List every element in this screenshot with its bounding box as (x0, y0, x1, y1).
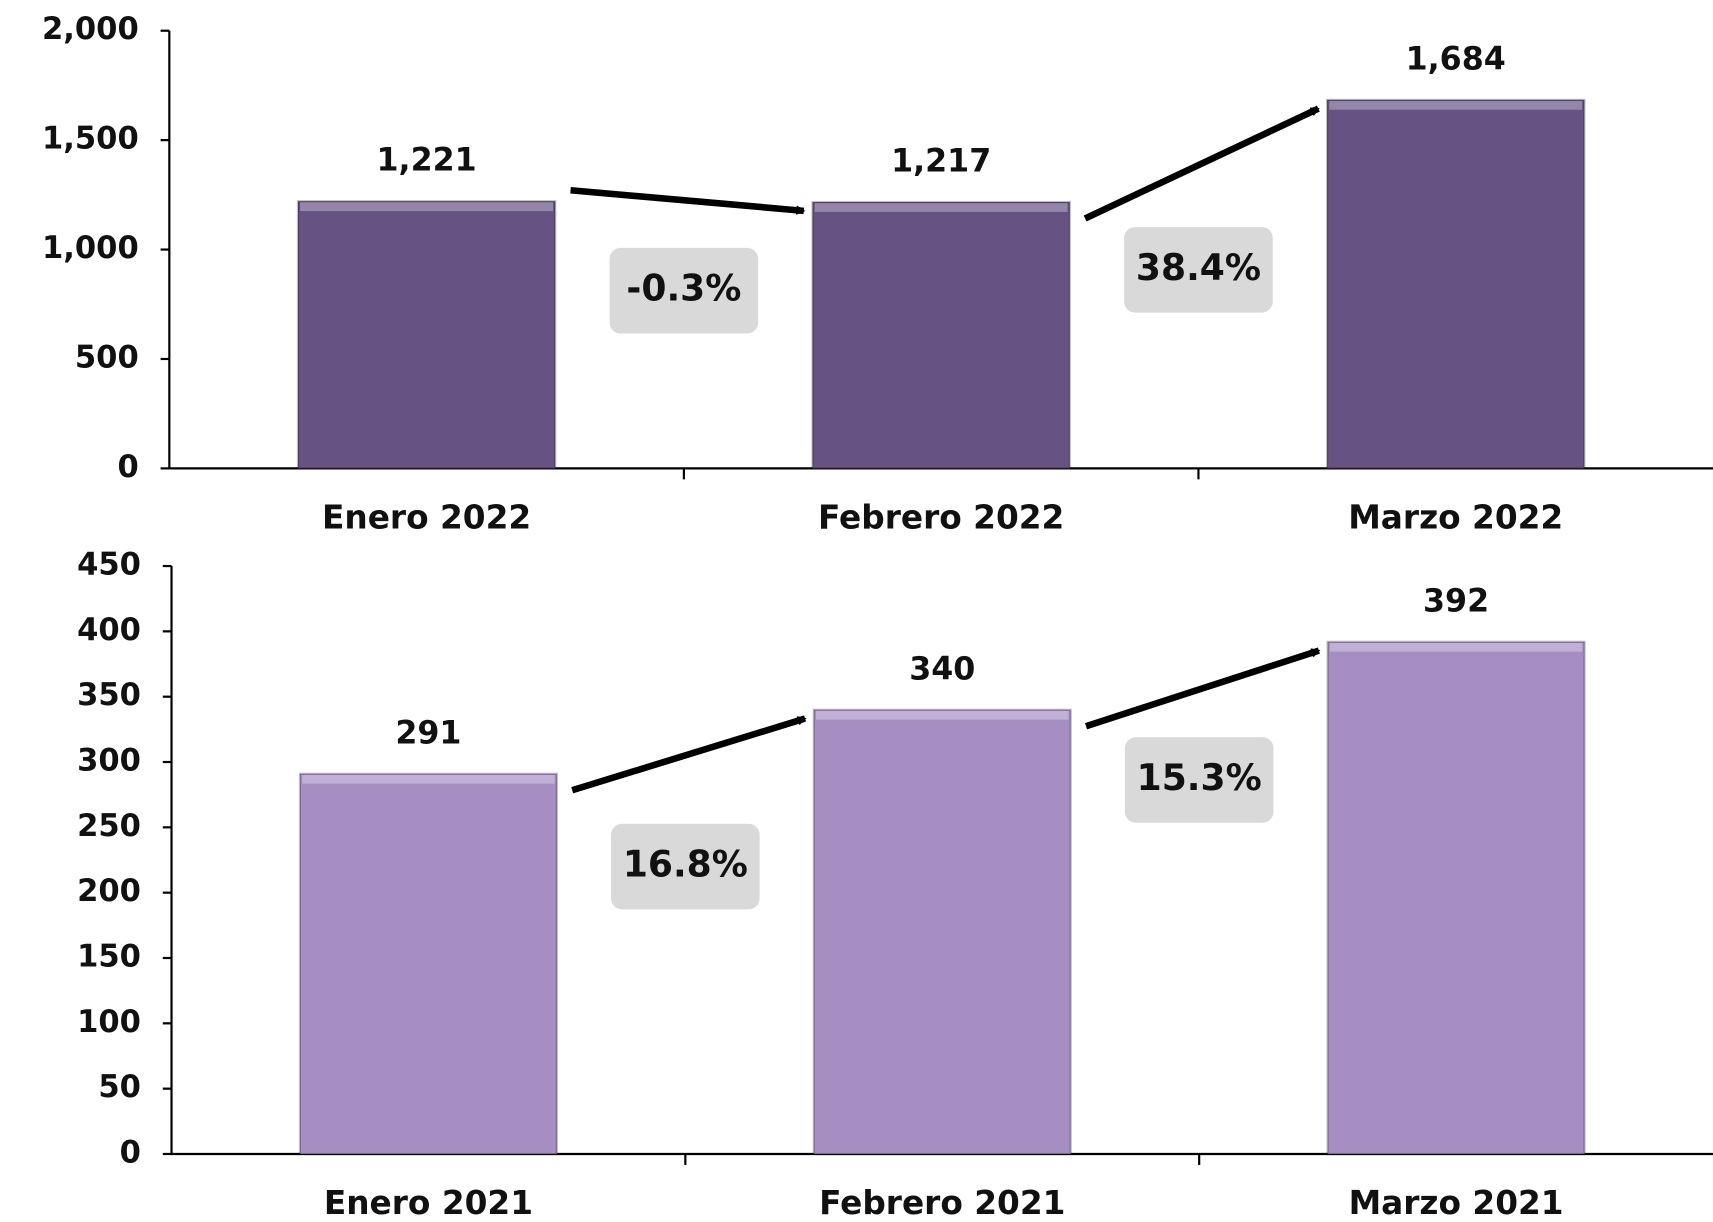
y-tick-label: 0 (120, 1135, 141, 1170)
bar (1325, 98, 1586, 470)
x-tick-label: Marzo 2021 (1349, 1184, 1564, 1222)
bar (1326, 640, 1586, 1156)
y-tick-label: 0 (117, 450, 138, 485)
bar (296, 200, 557, 470)
annotation-box (1124, 737, 1274, 823)
value-label: 340 (909, 651, 975, 687)
y-tick-label: 100 (77, 1005, 141, 1040)
bar (811, 200, 1071, 470)
bar-highlight (1329, 100, 1583, 110)
arrow (570, 186, 804, 211)
x-tick-label: Enero 2022 (322, 498, 531, 536)
y-tick-label: 400 (77, 613, 141, 648)
bar (298, 772, 558, 1156)
bar-highlight (302, 774, 555, 784)
x-tick-label: Febrero 2022 (818, 498, 1064, 536)
annotation: 15.3% (1137, 756, 1262, 799)
y-tick-label: 300 (77, 743, 141, 778)
bar (812, 708, 1072, 1156)
value-label: 392 (1423, 583, 1489, 619)
annotation-box (609, 247, 759, 334)
annotation: 38.4% (1136, 246, 1261, 289)
y-tick-label: 2,000 (42, 12, 139, 47)
value-label: 291 (395, 715, 461, 751)
y-tick-label: 500 (75, 340, 139, 375)
value-label: 1,684 (1406, 41, 1506, 77)
bar-highlight (300, 202, 554, 212)
x-tick-label: Febrero 2021 (819, 1184, 1065, 1222)
annotation-box (1124, 227, 1273, 313)
value-label: 1,221 (377, 143, 477, 179)
value-label: 1,217 (891, 144, 991, 180)
y-tick-label: 1,000 (42, 231, 139, 266)
x-tick-label: Marzo 2022 (1348, 498, 1563, 536)
x-tick-label: Enero 2021 (324, 1184, 533, 1222)
annotation: -0.3% (626, 267, 741, 310)
bar-highlight (814, 203, 1068, 212)
bar-highlight (1329, 642, 1583, 652)
arrow (571, 715, 805, 794)
y-tick-label: 450 (77, 547, 141, 582)
y-tick-label: 150 (77, 939, 141, 974)
y-tick-label: 250 (77, 809, 141, 844)
y-tick-label: 50 (98, 1070, 141, 1105)
annotation-box (611, 823, 760, 910)
arrow (1083, 105, 1318, 222)
y-tick-label: 200 (77, 874, 141, 909)
annotation: 16.8% (623, 843, 748, 886)
arrow (1085, 647, 1319, 730)
y-tick-label: 1,500 (42, 122, 139, 157)
y-tick-label: 350 (77, 678, 141, 713)
bar-highlight (815, 710, 1069, 720)
